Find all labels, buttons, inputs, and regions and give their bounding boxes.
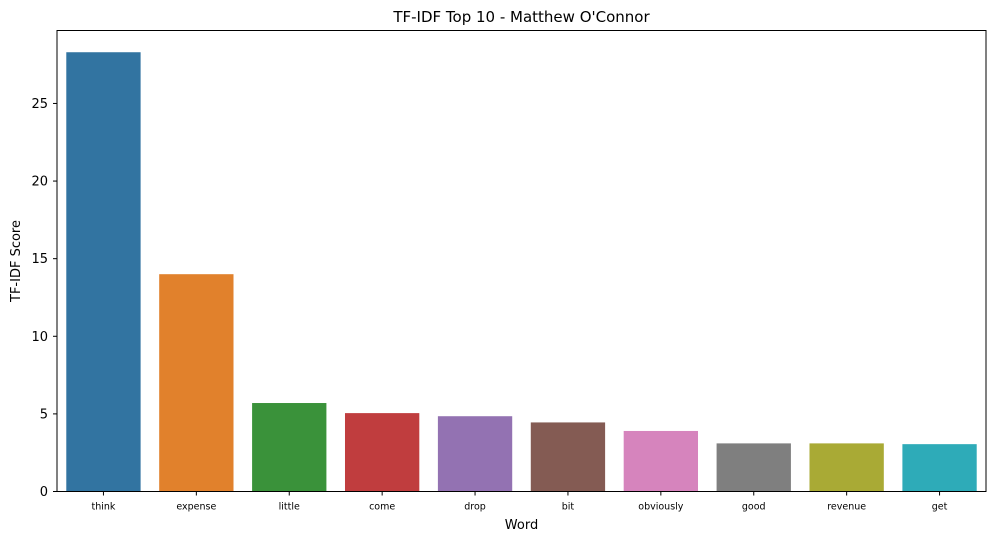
x-tick-label: expense <box>176 502 216 513</box>
x-tick-label: little <box>279 502 300 513</box>
bar-obviously <box>623 430 699 492</box>
y-tick-label: 15 <box>31 252 48 267</box>
x-axis-label: Word <box>505 518 538 533</box>
x-tick-label: bit <box>562 502 575 513</box>
y-tick-label: 5 <box>40 407 48 422</box>
x-tick-label: obviously <box>638 502 684 513</box>
x-tick-label: come <box>369 502 395 513</box>
y-tick-label: 10 <box>31 330 48 345</box>
bar-revenue <box>809 443 884 492</box>
bar-drop <box>437 416 513 492</box>
bar-think <box>66 52 141 492</box>
bar-bit <box>530 422 606 492</box>
y-tick-label: 0 <box>40 485 48 500</box>
x-tick-label: good <box>742 502 766 513</box>
x-tick-label: revenue <box>827 502 866 513</box>
x-axis-ticks: think expense little come drop bit obviously go… <box>91 491 948 513</box>
bar-come <box>344 413 420 492</box>
y-axis-ticks: 0 5 10 15 20 25 <box>31 97 57 500</box>
x-tick-label: drop <box>464 502 486 513</box>
x-tick-label: get <box>932 502 948 513</box>
bar-little <box>252 403 327 492</box>
y-tick-label: 25 <box>31 97 48 112</box>
y-tick-label: 20 <box>31 175 48 190</box>
bar-good <box>716 443 791 492</box>
bars-group <box>66 52 977 492</box>
bar-get <box>902 444 977 492</box>
plot-frame <box>56 30 987 492</box>
x-tick-label: think <box>91 502 115 513</box>
y-axis-label: TF-IDF Score <box>9 220 24 303</box>
chart-title: TF-IDF Top 10 - Matthew O'Connor <box>392 8 650 26</box>
bar-expense <box>159 274 234 492</box>
